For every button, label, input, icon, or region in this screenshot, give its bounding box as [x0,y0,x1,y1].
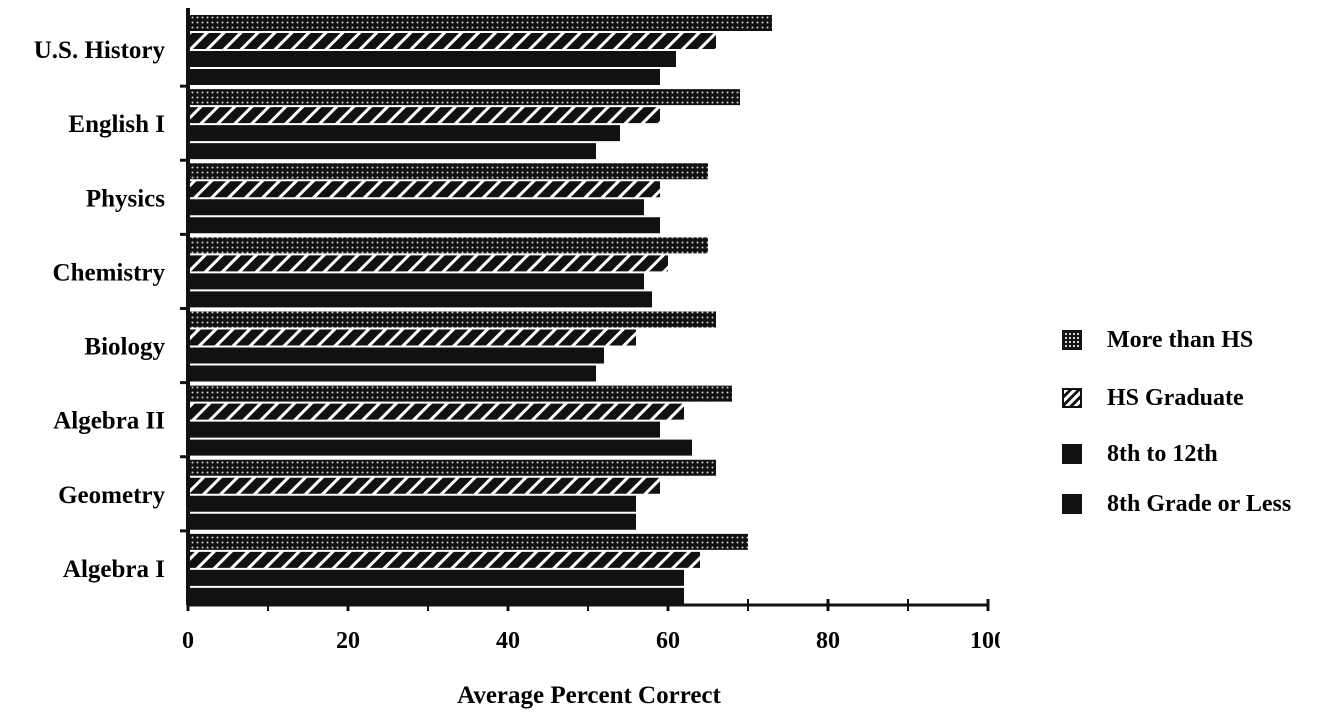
bar [188,439,692,456]
bar [188,365,596,382]
legend-label: More than HS [1107,326,1254,353]
bar [188,237,708,254]
bar [188,569,684,586]
bar [188,199,644,216]
bar [188,495,636,512]
bar [188,143,596,160]
bar [188,291,652,308]
bar [188,477,660,494]
bar [188,273,644,290]
bar [188,403,684,420]
bar [188,89,740,106]
x-tick-label: 40 [496,628,520,654]
bar [188,347,604,364]
category-label: Chemistry [53,259,166,286]
solid-swatch-icon [1062,494,1082,514]
bar [188,459,716,476]
bar [188,385,732,402]
x-tick-label: 80 [816,628,840,654]
bar [188,533,748,550]
axis-layer [180,8,990,611]
category-label: U.S. History [34,37,166,64]
bar [188,107,660,124]
bar [188,421,660,438]
x-tick-label: 60 [656,628,680,654]
bar [188,33,716,49]
bar-chart: U.S. History English I Physics Chemistry Bio… [34,8,1000,709]
bar [188,181,660,198]
x-axis-title: Average Percent Correct [457,682,721,709]
bar [188,15,772,31]
bars-layer [188,15,772,604]
x-tick-label: 100 [970,628,1000,654]
legend-item-more-than-hs: More than HS [1062,322,1337,358]
bar [188,255,668,272]
category-label: Biology [84,334,165,361]
bar [188,163,708,180]
bar [188,587,684,604]
legend-item-8th-grade-or-less: 8th Grade or Less [1062,486,1337,522]
category-label: Algebra I [63,556,165,583]
dotted-swatch-icon [1062,330,1082,350]
bar [188,311,716,328]
category-label: Physics [86,185,165,212]
label-layer: U.S. History English I Physics Chemistry Bio… [34,37,1000,654]
legend: More than HS HS Graduate 8th to 12th 8th… [1062,322,1337,544]
legend-label: 8th Grade or Less [1107,490,1292,517]
hatched-swatch-icon [1062,388,1082,408]
category-label: English I [68,111,165,138]
legend-label: HS Graduate [1107,384,1244,411]
bar [188,217,660,234]
bar [188,69,660,85]
bar [188,551,700,568]
bar [188,329,636,346]
bar [188,51,676,67]
bar [188,125,620,142]
x-tick-label: 0 [182,628,194,654]
category-label: Algebra II [53,408,165,435]
x-tick-label: 20 [336,628,360,654]
solid-swatch-icon [1062,444,1082,464]
bar [188,513,636,530]
category-label: Geometry [58,482,165,509]
legend-item-8th-to-12th: 8th to 12th [1062,436,1337,472]
legend-label: 8th to 12th [1107,440,1218,467]
legend-item-hs-graduate: HS Graduate [1062,380,1337,416]
